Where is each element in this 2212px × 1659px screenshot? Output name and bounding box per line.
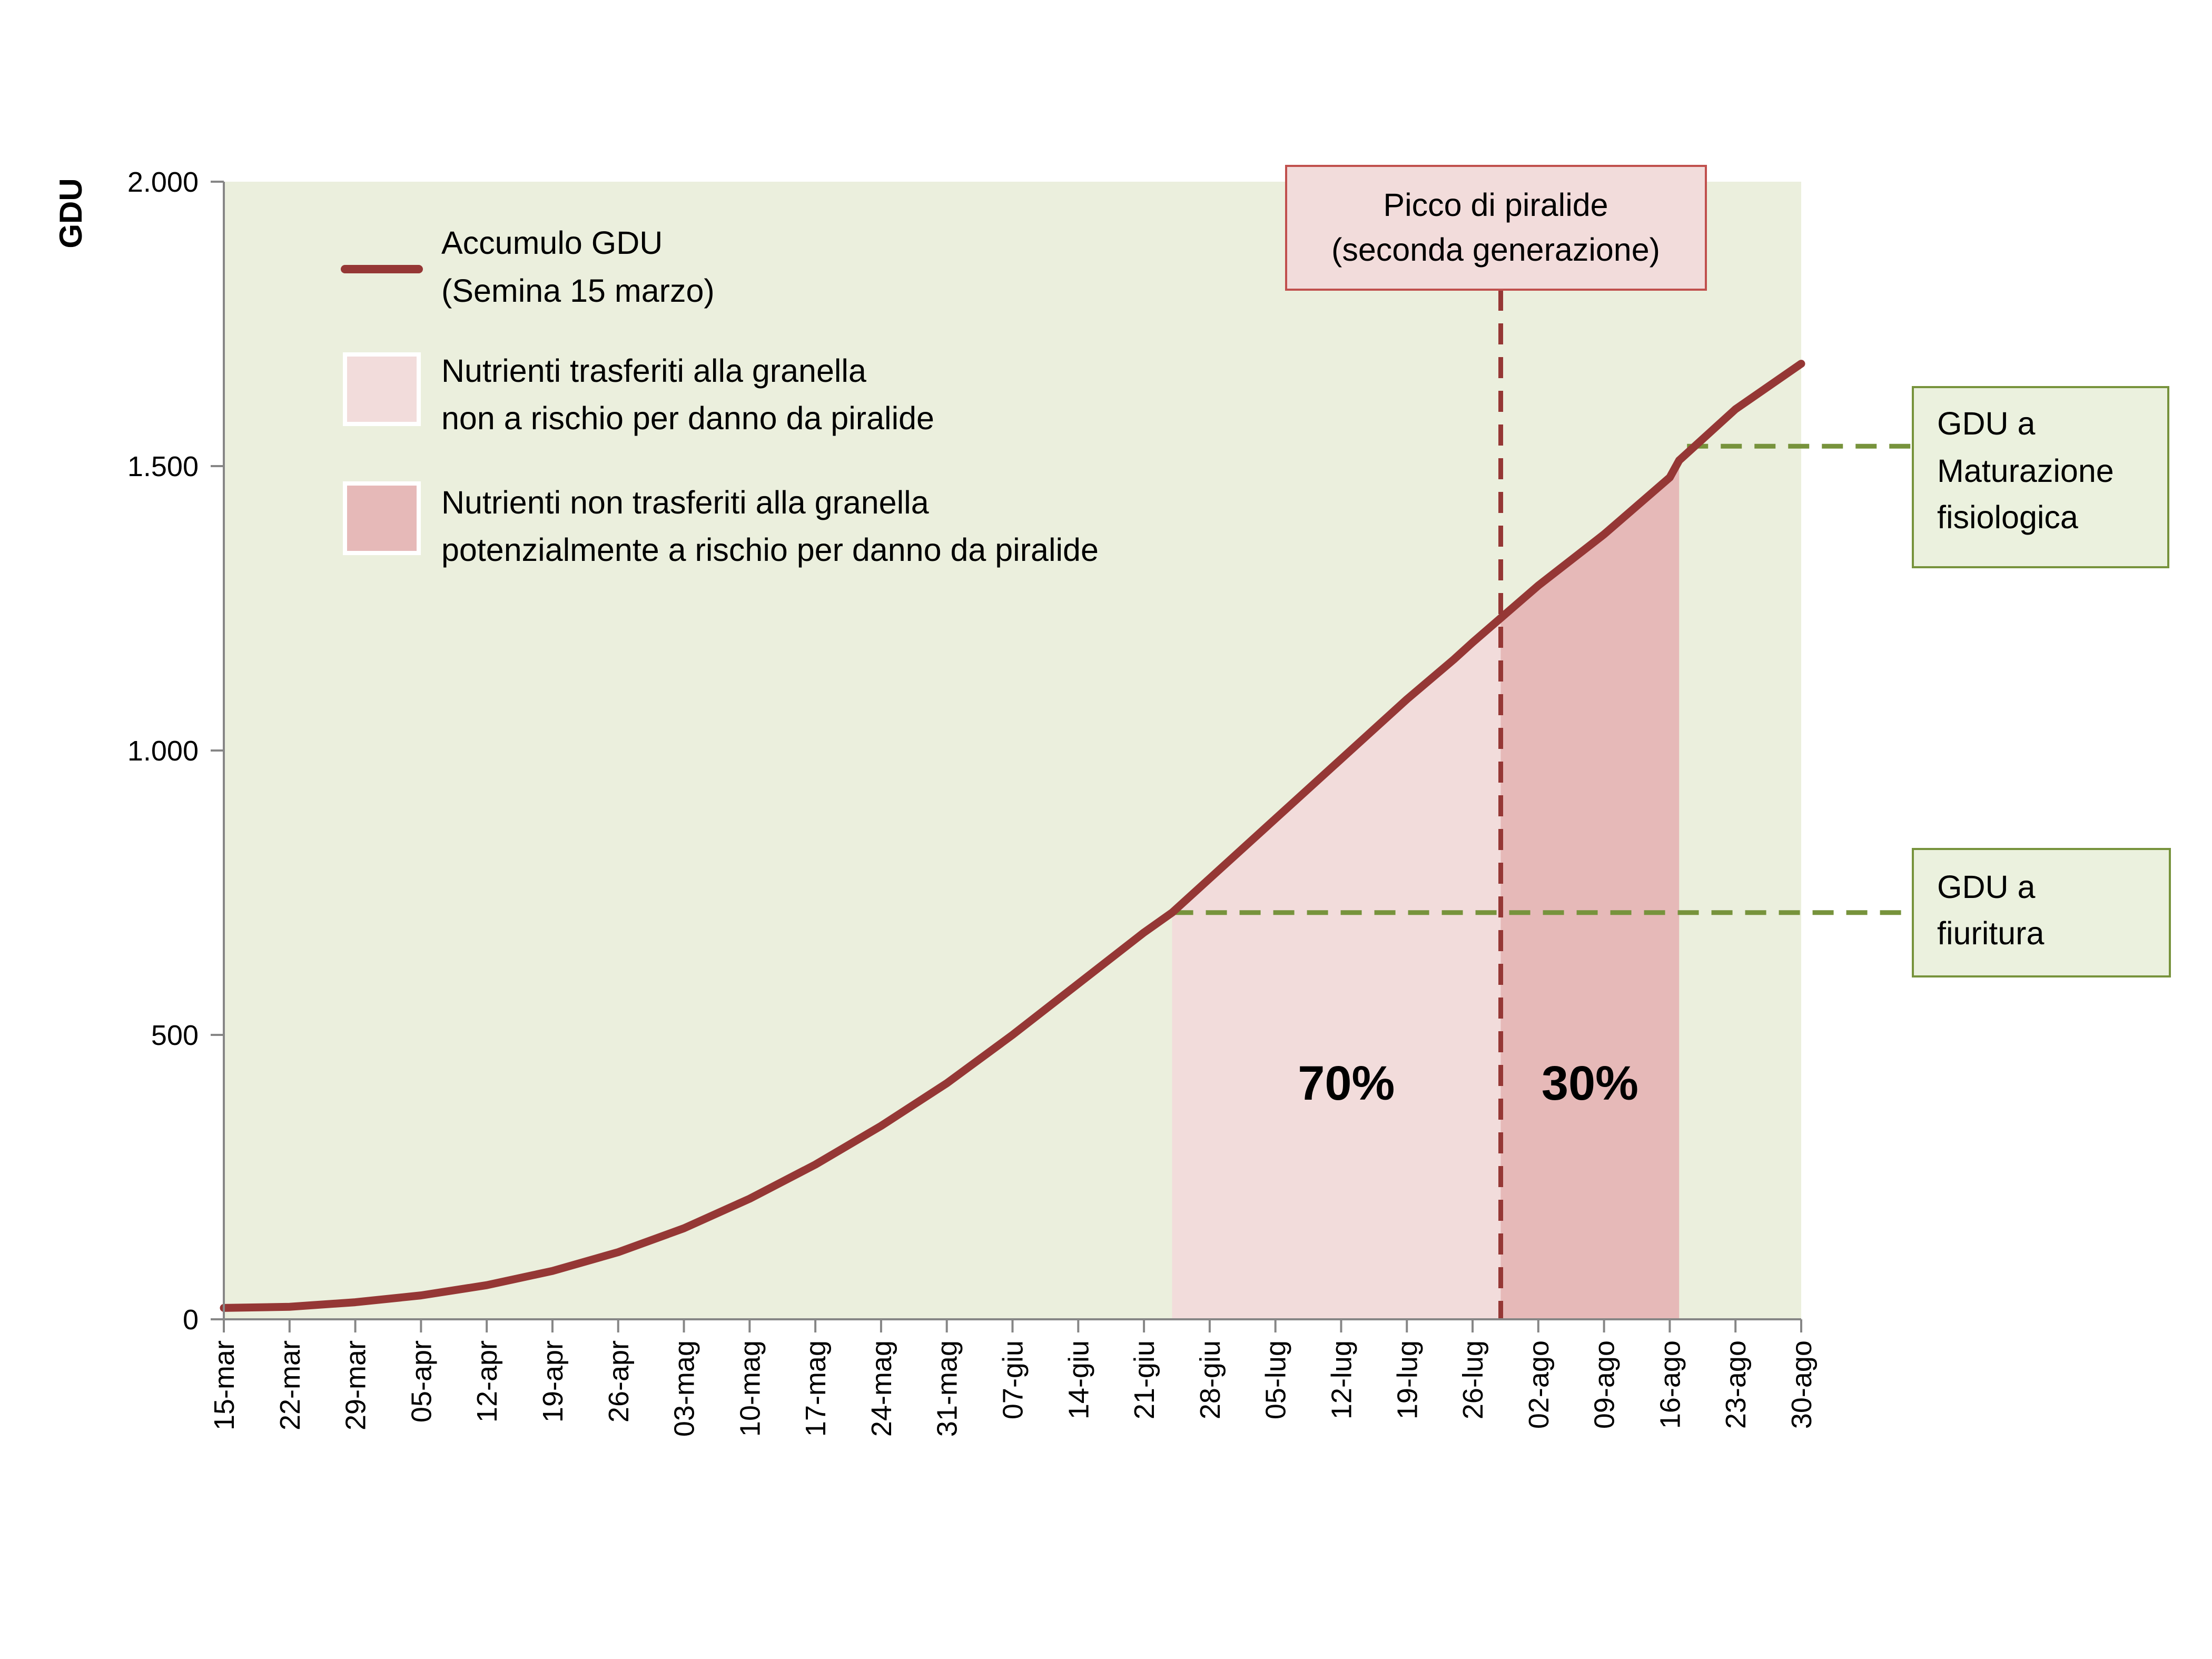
flowering-callout-line-1: GDU a xyxy=(1937,869,2036,905)
legend-curve-label-2: (Semina 15 marzo) xyxy=(441,273,715,309)
y-axis-ticks: 0 500 1.000 1.500 2.000 xyxy=(127,166,224,1336)
legend-high-label-2: potenzialmente a rischio per danno da pi… xyxy=(441,532,1099,568)
peak-callout-box xyxy=(1285,165,1707,291)
x-tick-label: 31-mag xyxy=(932,1340,963,1437)
x-tick-label: 09-ago xyxy=(1589,1340,1621,1429)
maturity-callout: GDU a Maturazione fisiologica xyxy=(1912,386,2169,568)
x-tick-label: 26-lug xyxy=(1457,1340,1489,1419)
x-tick-label: 19-apr xyxy=(537,1340,569,1423)
x-tick-label: 15-mar xyxy=(209,1340,240,1430)
legend-low-swatch xyxy=(343,352,421,426)
x-axis-ticks: 15-mar 22-mar 29-mar 05-apr 12-apr 19-apr 26-a… xyxy=(209,1319,1818,1437)
legend-low-label-1: Nutrienti trasferiti alla granella xyxy=(441,353,866,389)
x-tick-label: 19-lug xyxy=(1391,1340,1423,1419)
x-tick-label: 26-apr xyxy=(603,1340,635,1423)
legend-low-label-2: non a rischio per danno da piralide xyxy=(441,400,934,436)
x-tick-label: 23-ago xyxy=(1720,1340,1752,1429)
legend: Accumulo GDU (Semina 15 marzo) Nutrienti… xyxy=(341,225,1099,568)
x-tick-label: 14-giu xyxy=(1063,1340,1094,1419)
x-tick-label: 30-ago xyxy=(1786,1340,1818,1429)
y-tick-label: 500 xyxy=(151,1020,199,1051)
x-tick-label: 29-mar xyxy=(340,1340,372,1430)
peak-callout-line-2: (seconda generazione) xyxy=(1331,232,1660,268)
pct-label-low: 70% xyxy=(1298,1056,1395,1110)
peak-callout-line-1: Picco di piralide xyxy=(1383,187,1608,223)
y-tick-label: 2.000 xyxy=(127,166,199,198)
x-tick-label: 02-ago xyxy=(1523,1340,1555,1429)
maturity-callout-box xyxy=(1912,386,2169,568)
y-tick-label: 0 xyxy=(183,1304,199,1336)
peak-callout: Picco di piralide (seconda generazione) xyxy=(1285,165,1707,291)
flowering-callout: GDU a fiuritura xyxy=(1912,848,2171,977)
x-tick-label: 22-mar xyxy=(274,1340,306,1430)
x-tick-label: 05-lug xyxy=(1260,1340,1292,1419)
x-tick-label: 07-giu xyxy=(998,1340,1029,1419)
x-tick-label: 21-giu xyxy=(1129,1340,1160,1419)
x-tick-label: 17-mag xyxy=(800,1340,832,1437)
y-tick-label: 1.500 xyxy=(127,451,199,482)
y-axis-title: GDU xyxy=(53,178,88,248)
legend-curve-label-1: Accumulo GDU xyxy=(441,225,663,261)
legend-high-label-1: Nutrienti non trasferiti alla granella xyxy=(441,485,929,520)
maturity-callout-line-2: Maturazione xyxy=(1937,453,2114,489)
flowering-callout-line-2: fiuritura xyxy=(1937,915,2044,951)
x-tick-label: 16-ago xyxy=(1654,1340,1686,1429)
gdu-accumulation-curve xyxy=(220,360,1805,1312)
y-tick-label: 1.000 xyxy=(127,735,199,767)
legend-high-swatch xyxy=(343,481,421,555)
x-tick-label: 03-mag xyxy=(669,1340,700,1437)
x-tick-label: 24-mag xyxy=(866,1340,897,1437)
pct-label-high: 30% xyxy=(1542,1056,1638,1110)
flowering-callout-box xyxy=(1912,848,2171,977)
x-tick-label: 28-giu xyxy=(1194,1340,1226,1419)
x-tick-label: 05-apr xyxy=(406,1340,437,1423)
maturity-callout-line-3: fisiologica xyxy=(1937,499,2078,535)
x-tick-label: 12-apr xyxy=(471,1340,503,1423)
x-tick-label: 12-lug xyxy=(1326,1340,1357,1419)
zone-low-risk-area xyxy=(1172,618,1501,1319)
zone-high-risk-area xyxy=(1500,460,1680,1320)
maturity-callout-line-1: GDU a xyxy=(1937,406,2036,441)
x-tick-label: 10-mag xyxy=(734,1340,766,1437)
